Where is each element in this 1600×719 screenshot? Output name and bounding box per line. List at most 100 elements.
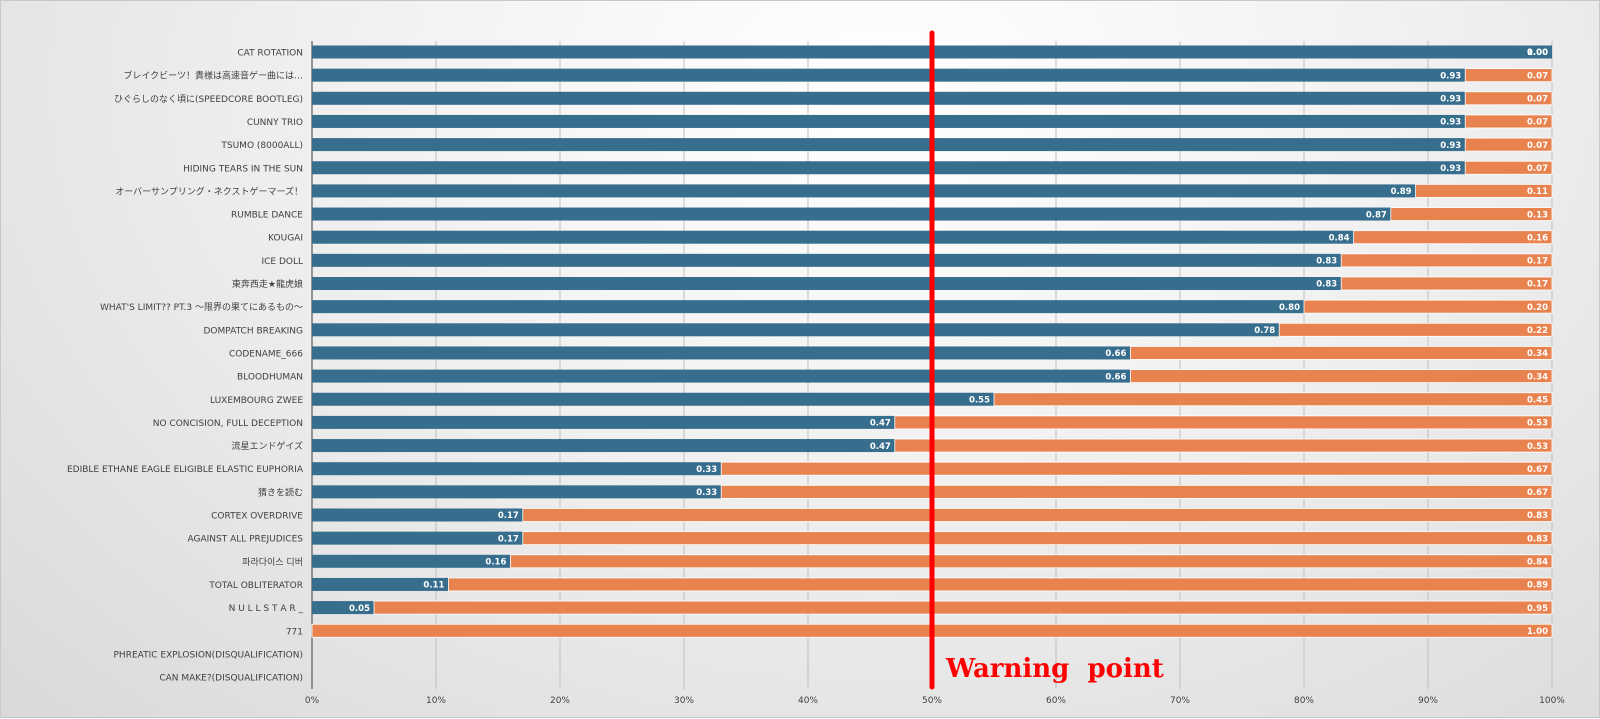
data-label-series-1: 0.93 bbox=[1440, 141, 1461, 151]
data-label-series-1: 0.66 bbox=[1105, 349, 1126, 359]
data-label-series-2: 0.22 bbox=[1527, 326, 1548, 336]
data-label-series-1: 0.33 bbox=[696, 488, 717, 498]
x-tick-label: 100% bbox=[1539, 696, 1565, 706]
bar-series-2 bbox=[1464, 114, 1553, 129]
bar-series-1 bbox=[312, 138, 1466, 152]
bar-series-2 bbox=[509, 554, 1553, 569]
category-label: CUNNY TRIO bbox=[247, 118, 303, 128]
bar-series-1 bbox=[312, 184, 1416, 198]
bar-series-1 bbox=[312, 114, 1466, 128]
bar-series-2 bbox=[1130, 346, 1553, 360]
bar-series-1 bbox=[312, 508, 523, 522]
category-label: RUMBLE DANCE bbox=[231, 211, 303, 221]
bar-series-1 bbox=[312, 253, 1342, 267]
data-label-series-2: 0.07 bbox=[1527, 71, 1548, 81]
bar-series-2 bbox=[993, 392, 1553, 407]
bar-series-1 bbox=[312, 323, 1280, 337]
bar-series-1 bbox=[312, 207, 1391, 221]
bar-series-2 bbox=[522, 508, 1553, 522]
bar-series-2 bbox=[1464, 160, 1553, 175]
x-tick-label: 90% bbox=[1418, 696, 1438, 706]
bar-series-2 bbox=[1464, 137, 1553, 152]
data-label-series-1: 0.80 bbox=[1279, 303, 1300, 313]
bar-series-2 bbox=[1353, 230, 1553, 245]
warning-label: Warning point bbox=[945, 654, 1164, 684]
category-label: 東奔西走★龍虎娘 bbox=[232, 278, 303, 290]
data-label-series-2: 0.00 bbox=[1527, 48, 1548, 58]
category-label: PHREATIC EXPLOSION(DISQUALIFICATION) bbox=[114, 650, 304, 660]
category-label: オーバーサンプリング・ネクストゲーマーズ！ bbox=[115, 185, 303, 197]
category-label: DOMPATCH BREAKING bbox=[203, 326, 303, 336]
bar-series-1 bbox=[312, 392, 994, 406]
x-tick-label: 50% bbox=[922, 696, 942, 706]
data-label-series-1: 0.33 bbox=[696, 465, 717, 475]
x-tick-label: 10% bbox=[426, 696, 446, 706]
bar-series-1 bbox=[312, 161, 1466, 175]
data-label-series-2: 0.67 bbox=[1527, 488, 1548, 498]
data-label-series-1: 0.89 bbox=[1391, 187, 1412, 197]
category-label: 파라다이스 디버 bbox=[242, 557, 303, 568]
data-label-series-2: 0.83 bbox=[1527, 534, 1548, 544]
data-label-series-2: 0.95 bbox=[1527, 604, 1548, 614]
category-label: TSUMO (8000ALL) bbox=[220, 141, 303, 151]
data-label-series-2: 0.34 bbox=[1527, 372, 1548, 382]
data-label-series-1: 0.93 bbox=[1440, 71, 1461, 81]
bar-series-1 bbox=[312, 91, 1466, 105]
category-label: AGAINST ALL PREJUDICES bbox=[187, 535, 303, 545]
bar-series-2 bbox=[894, 415, 1553, 430]
category-label: 流星エンドゲイズ bbox=[231, 440, 303, 452]
x-tick-label: 40% bbox=[798, 696, 818, 706]
category-label: KOUGAI bbox=[268, 234, 303, 244]
data-label-series-1: 0.05 bbox=[349, 604, 370, 614]
data-label-series-1: 0.93 bbox=[1440, 164, 1461, 174]
x-tick-label: 60% bbox=[1046, 696, 1066, 706]
x-tick-label: 30% bbox=[674, 696, 694, 706]
bar-series-1 bbox=[312, 554, 511, 568]
category-label: TOTAL OBLITERATOR bbox=[208, 581, 303, 591]
x-tick-label: 70% bbox=[1170, 696, 1190, 706]
data-label-series-2: 0.45 bbox=[1527, 395, 1548, 405]
x-tick-label: 80% bbox=[1294, 696, 1314, 706]
category-label: EDIBLE ETHANE EAGLE ELIGIBLE ELASTIC EUP… bbox=[67, 465, 304, 475]
category-label: HIDING TEARS IN THE SUN bbox=[183, 164, 303, 174]
bar-series-2 bbox=[1415, 183, 1553, 198]
data-label-series-1: 0.84 bbox=[1329, 233, 1350, 243]
data-label-series-2: 0.07 bbox=[1527, 164, 1548, 174]
bar-series-1 bbox=[312, 415, 895, 429]
data-label-series-1: 0.47 bbox=[870, 442, 891, 452]
category-label: ひぐらしのなく頃に(SPEEDCORE BOOTLEG) bbox=[114, 94, 303, 105]
data-label-series-2: 0.34 bbox=[1527, 349, 1548, 359]
bar-series-2 bbox=[1464, 91, 1553, 106]
bar-series-1 bbox=[312, 531, 523, 545]
category-label: WHAT'S LIMIT?? PT.3 〜限界の果てにあるもの〜 bbox=[100, 302, 303, 313]
bar-series-2 bbox=[1278, 322, 1553, 337]
bar-series-1 bbox=[312, 230, 1354, 244]
data-label-series-1: 0.16 bbox=[485, 558, 506, 568]
data-label-series-1: 0.87 bbox=[1366, 210, 1387, 220]
bar-series-1 bbox=[312, 300, 1304, 314]
category-label: LUXEMBOURG ZWEE bbox=[210, 396, 303, 406]
bar-series-2 bbox=[1464, 68, 1553, 83]
bar-series-2 bbox=[1340, 276, 1553, 291]
category-label: CODENAME_666 bbox=[229, 349, 303, 359]
data-label-series-1: 1.00 bbox=[1527, 48, 1548, 58]
data-label-series-1: 0.83 bbox=[1316, 280, 1337, 290]
data-label-series-2: 0.13 bbox=[1527, 210, 1548, 220]
data-label-series-2: 0.83 bbox=[1527, 511, 1548, 521]
bar-series-2 bbox=[894, 438, 1553, 453]
data-label-series-2: 0.07 bbox=[1527, 118, 1548, 128]
category-label: CAN MAKE?(DISQUALIFICATION) bbox=[159, 674, 303, 684]
data-label-series-1: 0.55 bbox=[969, 395, 990, 405]
category-label: CAT ROTATION bbox=[237, 49, 303, 59]
bar-series-2 bbox=[373, 600, 1553, 615]
data-label-series-1: 0.78 bbox=[1254, 326, 1275, 336]
data-label-series-2: 0.53 bbox=[1527, 442, 1548, 452]
data-label-series-1: 0.47 bbox=[870, 419, 891, 429]
data-label-series-2: 0.17 bbox=[1527, 257, 1548, 267]
data-label-series-1: 0.93 bbox=[1440, 118, 1461, 128]
bar-series-1 bbox=[312, 277, 1342, 290]
data-label-series-2: 0.11 bbox=[1527, 187, 1548, 197]
data-label-series-2: 1.00 bbox=[1527, 627, 1548, 637]
data-label-series-2: 0.67 bbox=[1527, 465, 1548, 475]
